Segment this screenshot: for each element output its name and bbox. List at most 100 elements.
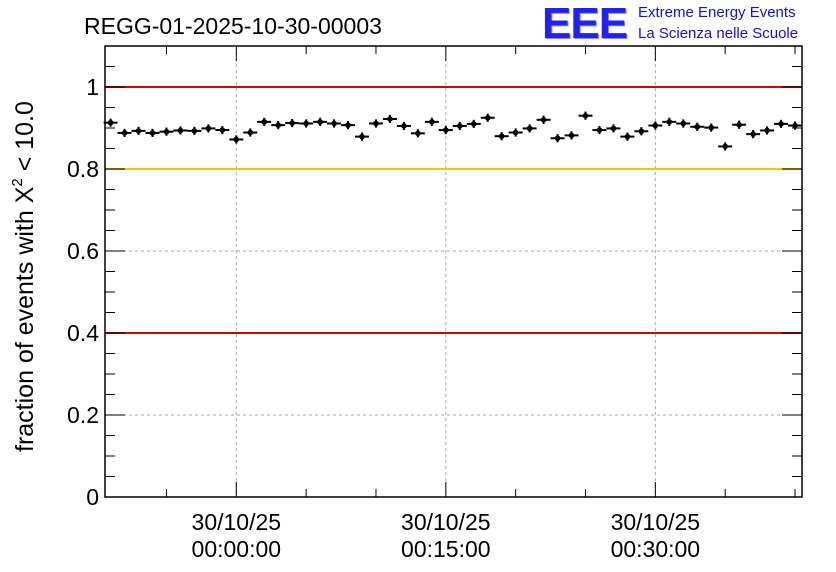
data-point (103, 118, 118, 127)
data-marker (470, 121, 477, 127)
data-marker (554, 135, 561, 142)
data-point (592, 125, 607, 135)
data-point (271, 121, 286, 130)
data-point (690, 122, 705, 131)
data-marker (484, 114, 491, 121)
data-marker (764, 127, 770, 134)
data-point (578, 111, 593, 120)
data-marker (317, 119, 323, 125)
y-axis-label: fraction of events with X2 < 10.0 (9, 101, 39, 452)
axes (104, 45, 803, 498)
data-marker (163, 128, 170, 135)
data-marker (205, 125, 212, 132)
data-marker (121, 130, 128, 136)
y-tick-label: 0.2 (67, 402, 99, 428)
x-tick-label-time: 00:15:00 (401, 536, 491, 562)
data-point (452, 121, 467, 131)
data-point (620, 132, 635, 141)
data-marker (694, 123, 701, 130)
data-point (438, 125, 453, 135)
data-marker (638, 128, 645, 135)
y-axis-label-tail: < 10.0 (11, 101, 39, 178)
data-marker (540, 117, 547, 123)
data-point (229, 135, 244, 144)
y-tick-label: 0.6 (67, 238, 99, 264)
data-point (732, 120, 747, 129)
y-tick-label: 0 (86, 484, 99, 510)
data-marker (331, 120, 337, 127)
data-marker (359, 133, 365, 140)
data-marker (233, 136, 240, 143)
data-point (313, 117, 328, 126)
data-point (718, 142, 733, 151)
data-point (480, 113, 495, 122)
data-point (187, 126, 202, 135)
data-points (103, 111, 802, 151)
data-point (760, 126, 775, 135)
chart-title: REGG-01-2025-10-30-00003 (84, 13, 382, 39)
data-point (131, 126, 146, 135)
data-point (173, 126, 188, 135)
data-point (243, 128, 258, 137)
data-marker (568, 132, 575, 139)
x-tick-label-date: 30/10/25 (611, 509, 701, 535)
data-point (410, 129, 425, 138)
data-marker (498, 133, 505, 139)
data-point (606, 124, 621, 133)
data-marker (387, 116, 393, 122)
x-tick-label-time: 00:00:00 (192, 536, 282, 562)
data-point (536, 115, 551, 124)
data-point (145, 128, 160, 138)
data-point (648, 121, 663, 130)
grid-lines (105, 46, 802, 497)
eee-logo-mark: EEE (542, 0, 628, 48)
data-marker (680, 120, 687, 127)
data-point (368, 119, 383, 128)
data-point (662, 117, 677, 126)
data-marker (429, 119, 435, 125)
data-marker (708, 124, 715, 131)
data-marker (722, 143, 728, 150)
data-marker (373, 120, 379, 127)
data-point (522, 124, 537, 133)
data-marker (792, 122, 798, 129)
data-point (564, 131, 579, 140)
data-point (117, 128, 132, 138)
data-marker (582, 112, 589, 119)
data-marker (652, 122, 659, 129)
eee-logo: EEE Extreme Energy Events La Scienza nel… (542, 2, 832, 46)
data-marker (275, 122, 282, 128)
data-point (201, 124, 216, 133)
x-tick-label-time: 00:30:00 (611, 536, 701, 562)
data-marker (191, 128, 198, 134)
data-marker (610, 125, 617, 132)
data-marker (624, 133, 631, 140)
data-point (466, 119, 481, 128)
data-point (788, 121, 802, 130)
data-marker (177, 127, 184, 134)
data-marker (303, 120, 309, 127)
data-point (257, 117, 272, 126)
data-marker (345, 122, 351, 128)
data-point (327, 119, 342, 128)
x-tick-label-date: 30/10/25 (401, 509, 491, 535)
data-marker (415, 130, 421, 137)
plot-frame (104, 45, 803, 498)
x-tick-label-date: 30/10/25 (192, 509, 282, 535)
data-marker (778, 121, 784, 127)
data-point (550, 134, 565, 143)
data-point (746, 130, 761, 139)
data-marker (219, 127, 226, 133)
y-axis-label-main: fraction of events with X (11, 186, 39, 452)
eee-logo-line1: Extreme Energy Events (638, 4, 796, 21)
data-point (299, 119, 314, 128)
data-point (704, 123, 719, 132)
y-tick-label: 0.8 (67, 156, 99, 182)
data-point (341, 121, 356, 130)
data-point (396, 121, 411, 131)
data-marker (149, 130, 156, 136)
eee-logo-line2: La Scienza nelle Scuole (638, 25, 799, 42)
y-tick-label: 1 (86, 74, 99, 100)
data-marker (666, 119, 673, 125)
